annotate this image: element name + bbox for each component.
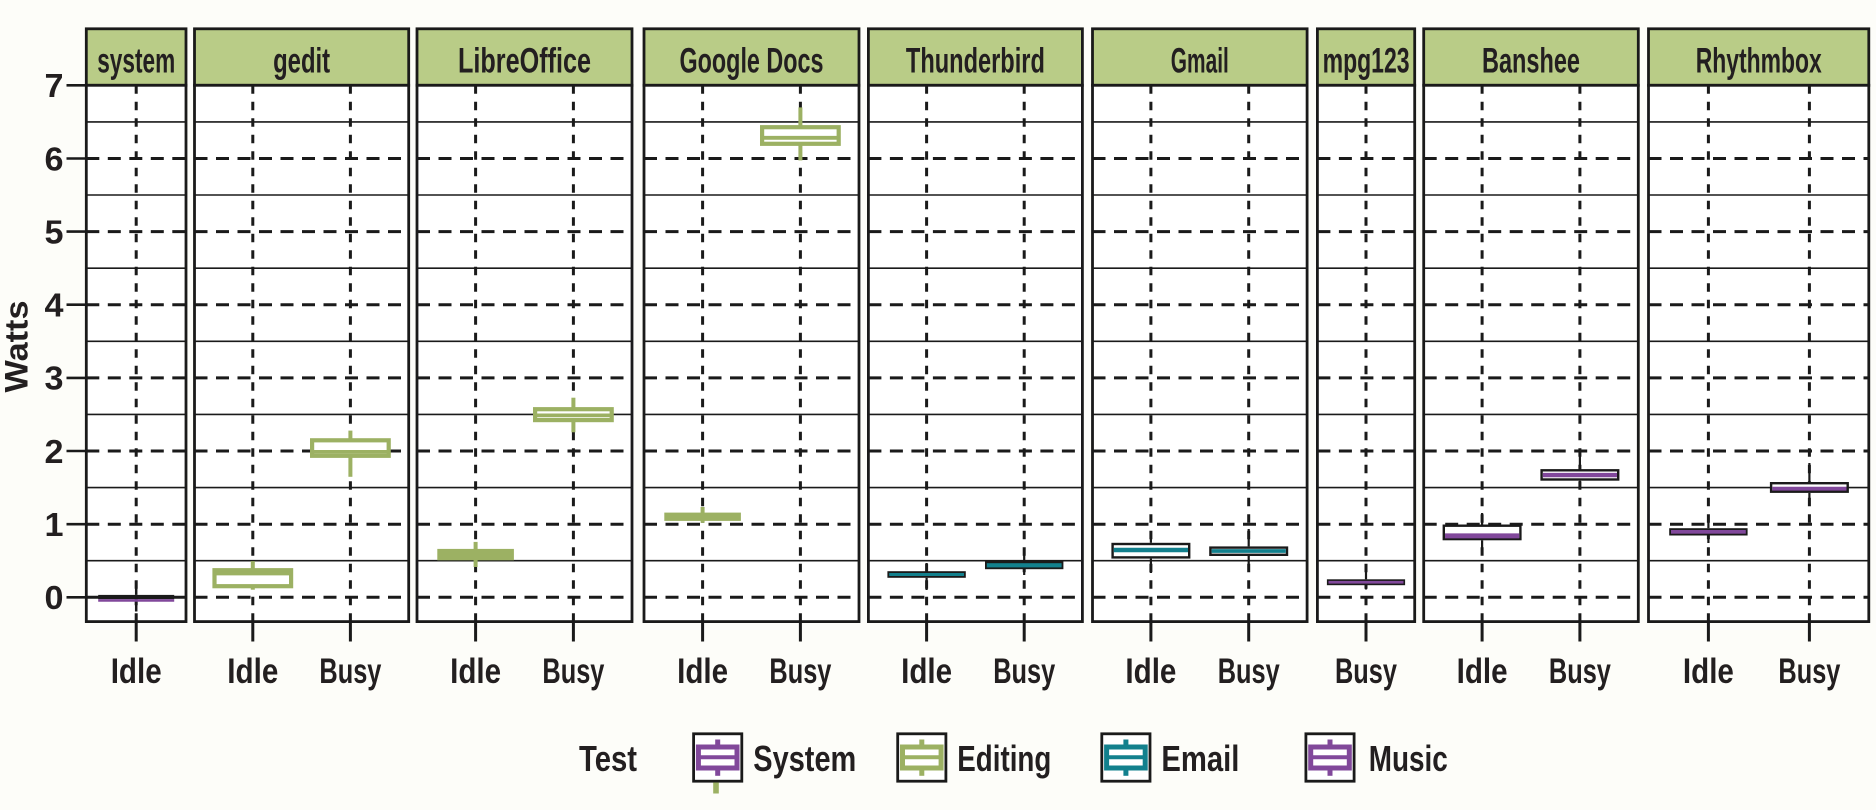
svg-text:LibreOffice: LibreOffice: [458, 41, 591, 80]
svg-text:Thunderbird: Thunderbird: [906, 41, 1045, 80]
svg-text:Music: Music: [1369, 738, 1448, 779]
svg-text:Rhythmbox: Rhythmbox: [1696, 41, 1822, 80]
svg-text:Email: Email: [1161, 738, 1239, 779]
svg-text:Busy: Busy: [1778, 652, 1840, 691]
svg-text:Idle: Idle: [111, 652, 162, 691]
svg-text:Idle: Idle: [450, 652, 501, 691]
svg-text:Busy: Busy: [319, 652, 381, 691]
svg-text:Busy: Busy: [1218, 652, 1280, 691]
svg-text:Busy: Busy: [993, 652, 1055, 691]
svg-text:Idle: Idle: [1683, 652, 1734, 691]
svg-text:Banshee: Banshee: [1482, 41, 1580, 80]
svg-text:Watts: Watts: [0, 301, 35, 393]
svg-text:1: 1: [45, 506, 64, 543]
svg-text:Busy: Busy: [1335, 652, 1397, 691]
svg-text:Idle: Idle: [677, 652, 728, 691]
svg-text:Google Docs: Google Docs: [680, 41, 824, 80]
svg-text:Busy: Busy: [542, 652, 604, 691]
svg-text:Gmail: Gmail: [1171, 41, 1229, 80]
svg-text:system: system: [97, 41, 175, 80]
svg-text:Editing: Editing: [957, 738, 1051, 779]
svg-text:5: 5: [45, 213, 64, 250]
svg-text:Idle: Idle: [1457, 652, 1508, 691]
svg-text:Busy: Busy: [1549, 652, 1611, 691]
svg-text:0: 0: [45, 579, 64, 616]
svg-text:Test: Test: [579, 738, 637, 779]
svg-text:mpg123: mpg123: [1323, 41, 1410, 80]
svg-text:Idle: Idle: [227, 652, 278, 691]
svg-text:Busy: Busy: [769, 652, 831, 691]
svg-text:gedit: gedit: [273, 41, 330, 80]
svg-text:Idle: Idle: [901, 652, 952, 691]
svg-text:2: 2: [45, 433, 64, 470]
svg-text:4: 4: [45, 287, 65, 324]
svg-text:Idle: Idle: [1125, 652, 1176, 691]
svg-text:7: 7: [45, 67, 64, 104]
svg-text:3: 3: [45, 360, 64, 397]
svg-text:System: System: [753, 738, 856, 779]
svg-text:6: 6: [45, 140, 64, 177]
